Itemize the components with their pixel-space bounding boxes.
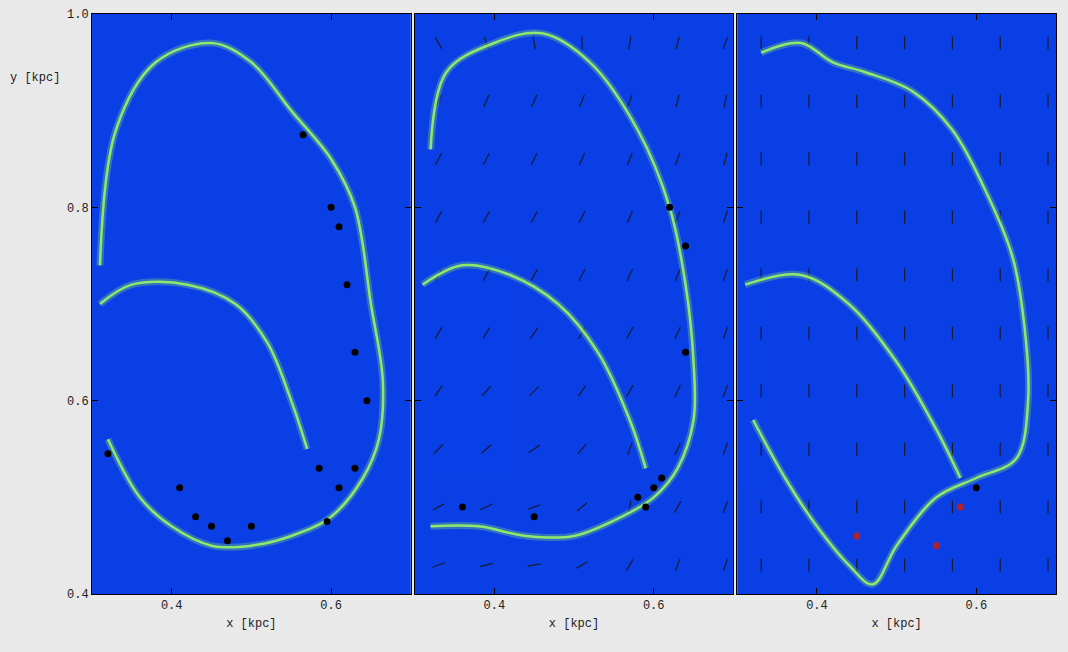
svg-text:y [kpc]: y [kpc]	[10, 71, 60, 85]
svg-text:0.8: 0.8	[67, 202, 89, 216]
svg-text:x [kpc]: x [kpc]	[549, 617, 599, 631]
svg-text:1.0: 1.0	[67, 8, 89, 22]
svg-text:x [kpc]: x [kpc]	[226, 617, 276, 631]
svg-text:x [kpc]: x [kpc]	[871, 617, 921, 631]
svg-text:0.4: 0.4	[806, 599, 828, 613]
svg-text:0.4: 0.4	[67, 588, 89, 602]
svg-text:0.6: 0.6	[320, 599, 342, 613]
svg-text:0.6: 0.6	[67, 395, 89, 409]
svg-text:0.4: 0.4	[484, 599, 506, 613]
svg-text:0.6: 0.6	[643, 599, 665, 613]
svg-text:0.4: 0.4	[161, 599, 183, 613]
svg-text:0.6: 0.6	[966, 599, 988, 613]
